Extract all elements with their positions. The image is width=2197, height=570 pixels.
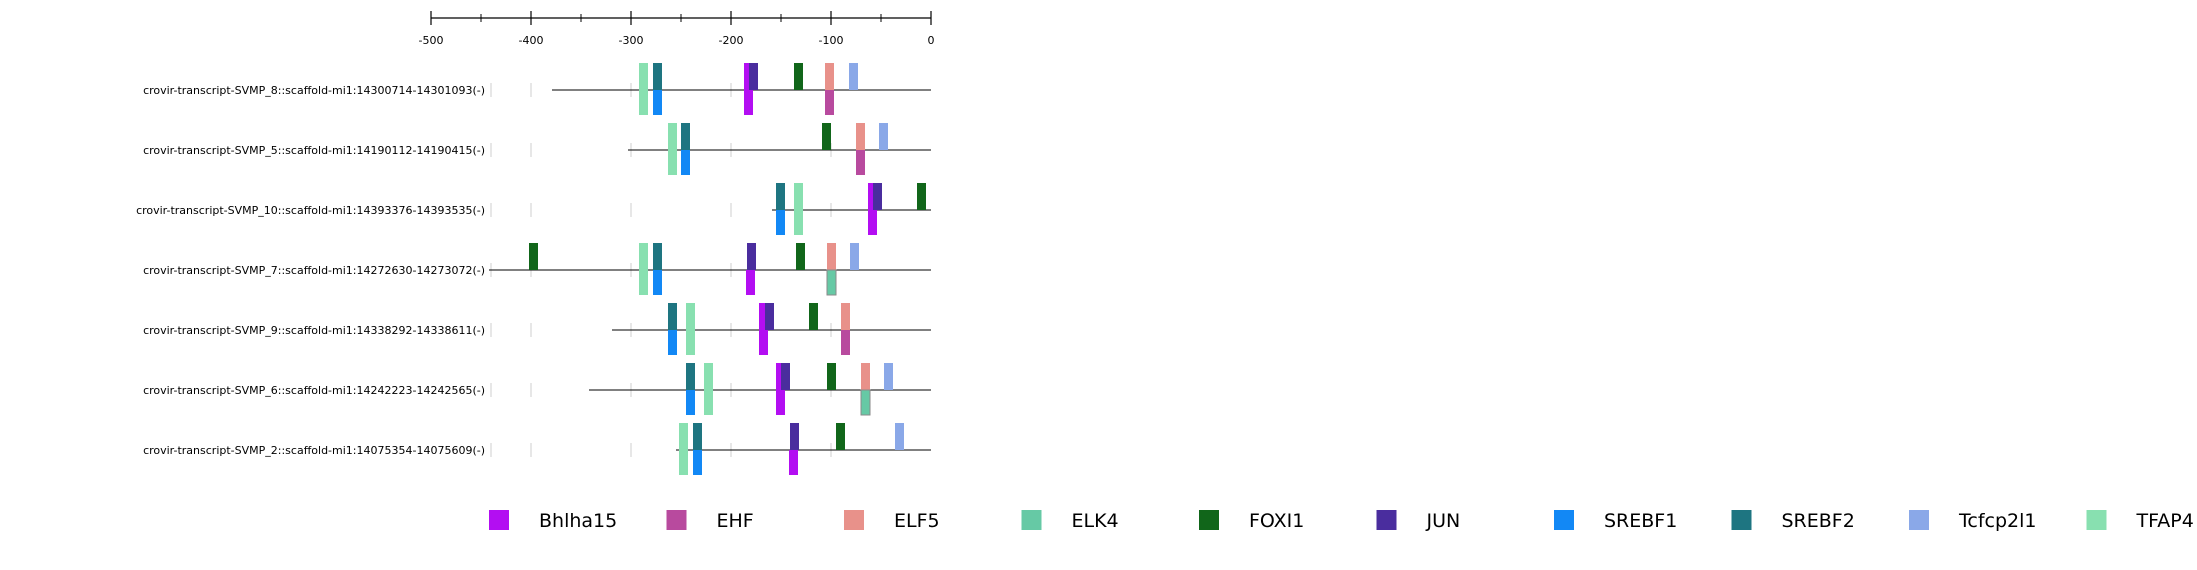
motif-elk4 [826, 269, 837, 296]
sequence-label: crovir-transcript-SVMP_6::scaffold-mi1:1… [143, 384, 485, 397]
motif-tfap4 [679, 423, 688, 475]
motif-foxi1 [809, 303, 818, 330]
axis-tick-label: -400 [519, 34, 544, 47]
motif-foxi1 [822, 123, 831, 150]
motif-srebf2 [776, 183, 785, 210]
motif-tcfcp2l1 [879, 123, 888, 150]
motif-bhlha15 [746, 270, 755, 295]
motif-bhlha15 [744, 63, 753, 115]
motif-tcfcp2l1 [884, 363, 893, 390]
motif-srebf2 [686, 363, 695, 390]
motif-srebf1 [681, 150, 690, 175]
legend-label-srebf2: SREBF2 [1782, 510, 1855, 532]
legend-swatch-srebf1 [1554, 510, 1574, 530]
sequence-label: crovir-transcript-SVMP_9::scaffold-mi1:1… [143, 324, 485, 337]
sequence-label: crovir-transcript-SVMP_5::scaffold-mi1:1… [143, 144, 485, 157]
motif-ehf [841, 330, 850, 355]
motif-bhlha15 [776, 363, 785, 415]
motif-srebf1 [653, 270, 662, 295]
legend-label-elf5: ELF5 [894, 510, 940, 532]
legend-swatch-tcfcp2l1 [1909, 510, 1929, 530]
motif-foxi1 [529, 243, 538, 270]
axis-tick-label: -500 [419, 34, 444, 47]
motif-tfap4 [668, 123, 677, 175]
legend-swatch-ehf [666, 510, 687, 530]
motif-jun [747, 243, 756, 270]
motif-tfap4 [704, 363, 713, 415]
motif-tfap4 [794, 183, 803, 235]
motif-jun [873, 183, 882, 210]
legend-swatch-elk4 [1021, 510, 1042, 530]
sequence-label: crovir-transcript-SVMP_10::scaffold-mi1:… [136, 204, 485, 217]
motif-tfap4 [639, 63, 648, 115]
motif-srebf1 [693, 450, 702, 475]
axis-tick-label: -300 [619, 34, 644, 47]
motif-elk4 [860, 389, 871, 416]
motif-elf5 [827, 243, 836, 270]
axis-tick-label: -200 [719, 34, 744, 47]
sequence-label: crovir-transcript-SVMP_8::scaffold-mi1:1… [143, 84, 485, 97]
motif-tcfcp2l1 [850, 243, 859, 270]
legend-swatch-bhlha15 [489, 510, 509, 530]
legend-swatch-srebf2 [1731, 510, 1752, 530]
motif-srebf1 [668, 330, 677, 355]
legend-swatch-tfap4 [2086, 510, 2107, 530]
motif-bhlha15 [759, 303, 768, 355]
motif-srebf2 [668, 303, 677, 330]
legend-swatch-elf5 [844, 510, 864, 530]
motif-foxi1 [796, 243, 805, 270]
legend-swatch-foxi1 [1199, 510, 1219, 530]
legend-swatch-jun [1376, 510, 1397, 530]
legend-label-jun: JUN [1426, 510, 1461, 532]
motif-elf5 [841, 303, 850, 330]
motif-elf5 [856, 123, 865, 150]
legend-label-tfap4: TFAP4 [2136, 510, 2194, 532]
axis-tick-label: -100 [819, 34, 844, 47]
motif-jun [781, 363, 790, 390]
motif-elf5 [825, 63, 834, 90]
axis-tick-label: 0 [928, 34, 935, 47]
motif-tfap4 [639, 243, 648, 295]
motif-foxi1 [836, 423, 845, 450]
motif-bhlha15 [789, 450, 798, 475]
motif-jun [749, 63, 758, 90]
motif-srebf2 [653, 243, 662, 270]
motif-foxi1 [827, 363, 836, 390]
sequence-label: crovir-transcript-SVMP_2::scaffold-mi1:1… [143, 444, 485, 457]
motif-ehf [825, 90, 834, 115]
legend-label-srebf1: SREBF1 [1604, 510, 1677, 532]
legend-label-foxi1: FOXI1 [1249, 510, 1304, 532]
motif-elf5 [861, 363, 870, 390]
motif-foxi1 [794, 63, 803, 90]
motif-srebf2 [681, 123, 690, 150]
motif-tfap4 [686, 303, 695, 355]
legend-label-bhlha15: Bhlha15 [539, 510, 617, 532]
sequence-label: crovir-transcript-SVMP_7::scaffold-mi1:1… [143, 264, 485, 277]
legend-label-ehf: EHF [717, 510, 754, 532]
motif-srebf2 [653, 63, 662, 90]
motif-jun [765, 303, 774, 330]
motif-ehf [856, 150, 865, 175]
motif-tcfcp2l1 [849, 63, 858, 90]
motif-tcfcp2l1 [895, 423, 904, 450]
motif-foxi1 [917, 183, 926, 210]
legend-label-elk4: ELK4 [1072, 510, 1119, 532]
motif-srebf2 [693, 423, 702, 450]
motif-jun [790, 423, 799, 450]
legend-label-tcfcp2l1: Tcfcp2l1 [1958, 510, 2036, 532]
motif-bhlha15 [868, 183, 877, 235]
motif-srebf1 [653, 90, 662, 115]
motif-srebf1 [686, 390, 695, 415]
motif-srebf1 [776, 210, 785, 235]
